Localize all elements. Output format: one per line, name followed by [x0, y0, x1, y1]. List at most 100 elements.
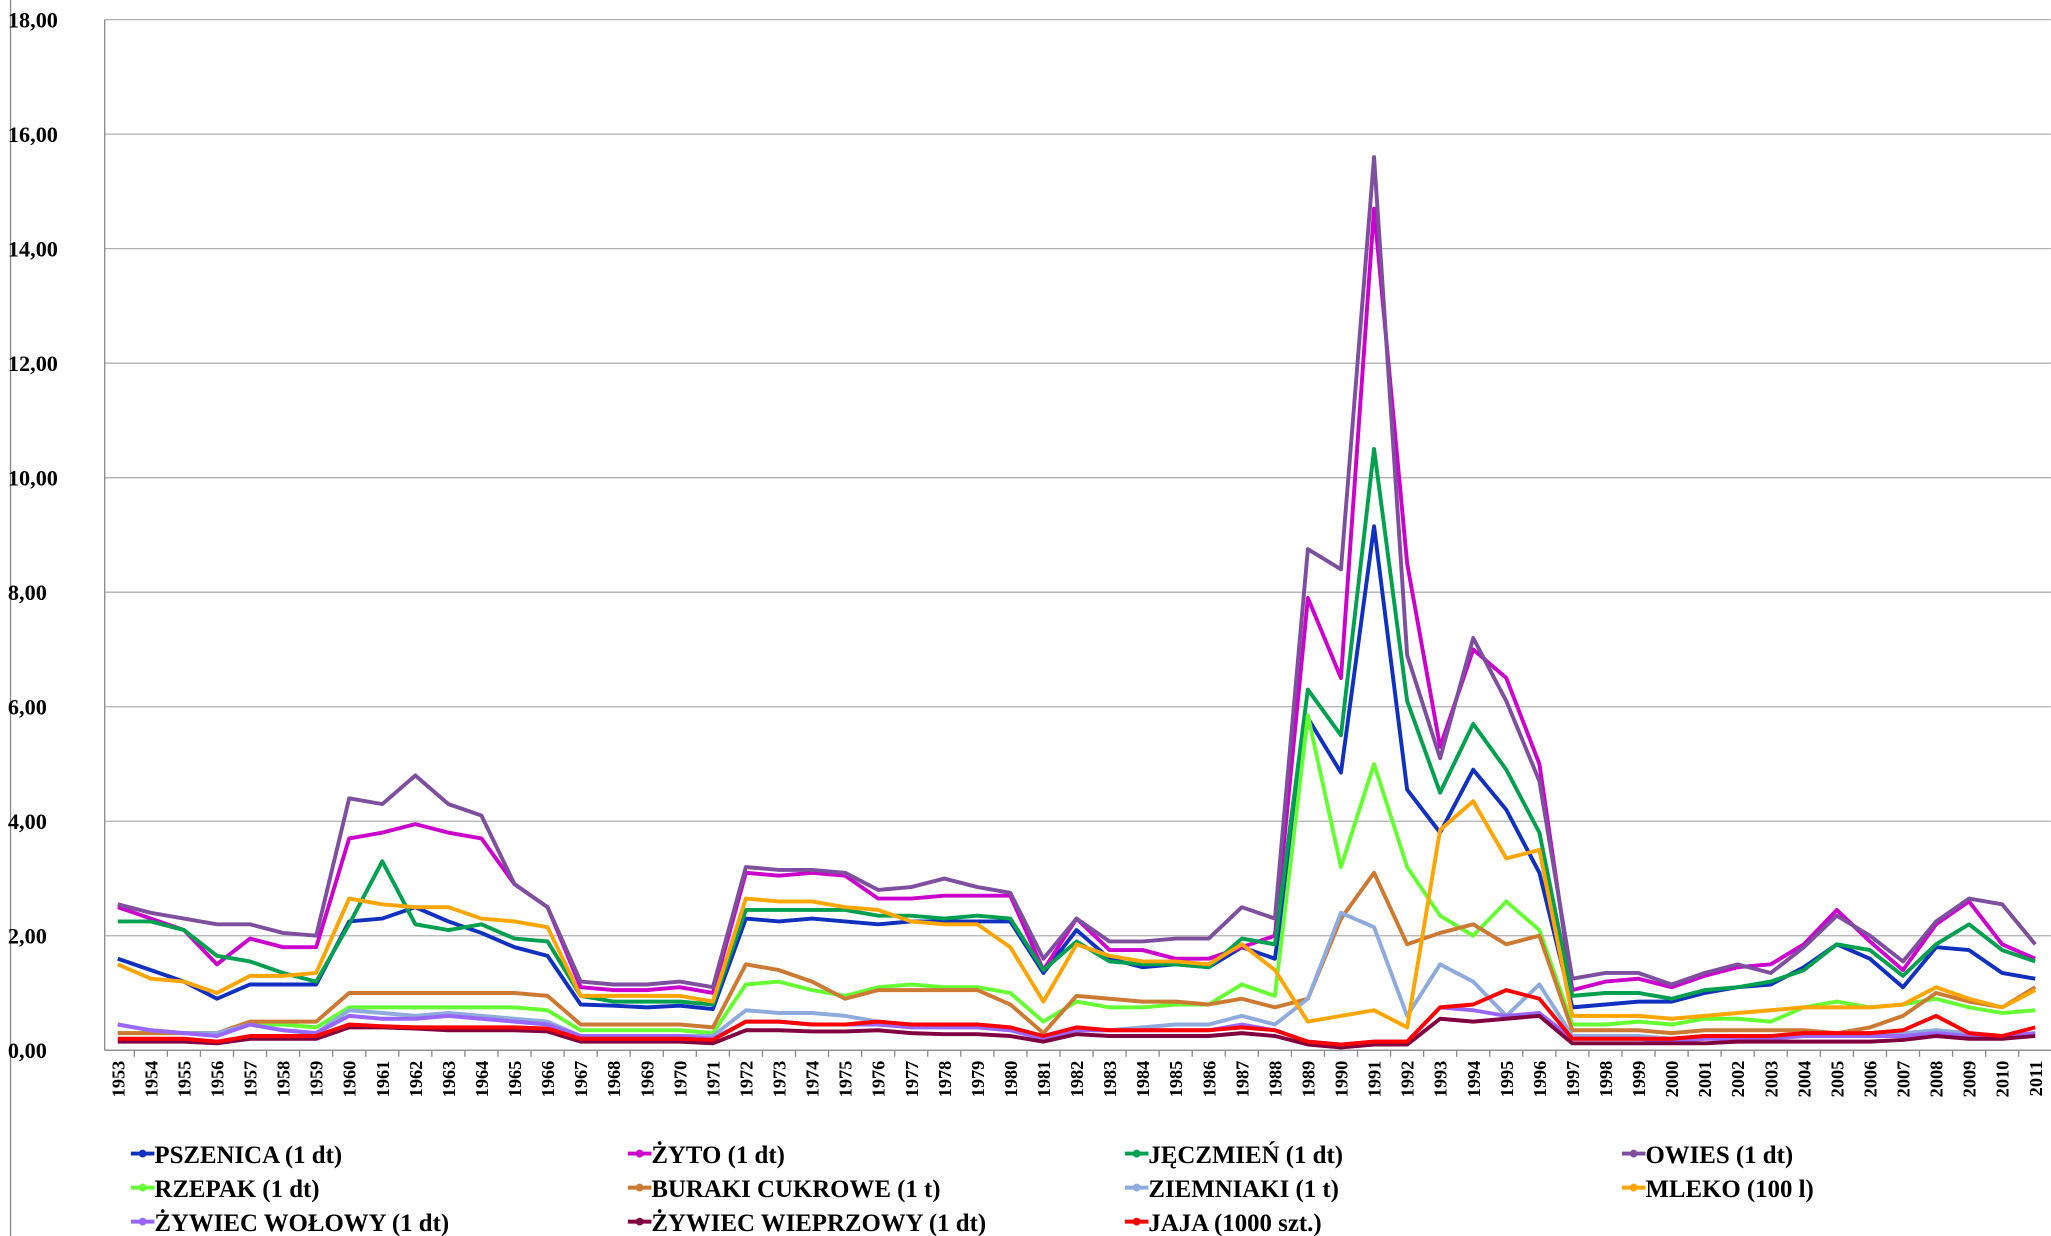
x-tick-label: 2004: [1794, 1061, 1814, 1098]
legend-label: JAJA (1000 szt.): [1148, 1210, 1321, 1236]
x-tick-label: 2002: [1728, 1061, 1748, 1098]
x-tick-label: 1989: [1298, 1061, 1318, 1098]
legend-label: ŻYWIEC WOŁOWY (1 dt): [154, 1209, 449, 1236]
x-tick-label: 2000: [1662, 1061, 1682, 1098]
x-tick-label: 1955: [174, 1061, 194, 1098]
legend-marker: [138, 1149, 147, 1158]
x-tick-label: 1962: [406, 1061, 426, 1098]
y-tick-label: 10,00: [8, 466, 58, 491]
x-tick-label: 2001: [1695, 1061, 1715, 1098]
x-tick-label: 1971: [703, 1061, 723, 1098]
x-tick-label: 1957: [241, 1061, 261, 1098]
x-tick-label: 1991: [1365, 1061, 1385, 1098]
legend-marker: [635, 1217, 644, 1226]
x-tick-label: 1966: [538, 1061, 558, 1098]
x-tick-label: 1963: [439, 1061, 459, 1098]
legend-marker: [635, 1149, 644, 1158]
x-tick-label: 2008: [1927, 1061, 1947, 1098]
x-tick-label: 2011: [2026, 1061, 2046, 1097]
legend-marker: [138, 1183, 147, 1192]
series-line: [117, 870, 2037, 1036]
x-tick-label: 1997: [1563, 1061, 1583, 1098]
x-tick-label: 1956: [208, 1061, 228, 1098]
x-tick-label: 1973: [770, 1061, 790, 1098]
x-tick-label: 1993: [1431, 1061, 1451, 1098]
series-line: [117, 524, 2036, 1012]
x-tick-label: 1959: [307, 1061, 327, 1098]
y-tick-label: 2,00: [8, 924, 47, 949]
series-line: [117, 799, 2037, 1030]
x-tick-label: 1965: [505, 1061, 525, 1098]
legend-marker: [1132, 1217, 1141, 1226]
x-tick-label: 1996: [1530, 1061, 1550, 1098]
x-tick-label: 2006: [1860, 1061, 1880, 1098]
x-tick-label: 1969: [637, 1061, 657, 1098]
legend-label: PSZENICA (1 dt): [154, 1142, 342, 1169]
x-tick-label: 1964: [472, 1061, 492, 1098]
x-tick-label: 1994: [1464, 1061, 1484, 1098]
x-tick-label: 1987: [1232, 1061, 1252, 1098]
legend-label: ŻYWIEC WIEPRZOWY (1 dt): [651, 1209, 986, 1236]
x-tick-label: 1995: [1497, 1061, 1517, 1098]
x-tick-label: 1988: [1265, 1061, 1285, 1098]
x-tick-label: 2009: [1960, 1061, 1980, 1098]
series-line: [117, 1013, 2036, 1050]
x-tick-label: 1970: [670, 1061, 690, 1098]
legend-label: MLEKO (100 l): [1645, 1176, 1813, 1203]
y-tick-label: 14,00: [8, 237, 58, 262]
legend-marker: [1132, 1183, 1141, 1192]
legend-marker: [1629, 1183, 1638, 1192]
series-line: [117, 713, 2036, 1036]
x-tick-label: 1981: [1034, 1061, 1054, 1098]
x-tick-label: 1984: [1133, 1061, 1153, 1098]
y-tick-label: 0,00: [8, 1038, 47, 1063]
x-tick-label: 1961: [373, 1061, 393, 1098]
series-line: [117, 988, 2036, 1047]
legend-marker: [635, 1183, 644, 1192]
x-tick-label: 1983: [1100, 1061, 1120, 1098]
x-tick-label: 1980: [1001, 1061, 1021, 1098]
legend-marker: [138, 1217, 147, 1226]
x-tick-label: 1968: [604, 1061, 624, 1098]
legend-label: ŻYTO (1 dt): [651, 1141, 784, 1169]
x-tick-label: 2005: [1827, 1061, 1847, 1098]
y-tick-label: 6,00: [8, 695, 47, 720]
x-tick-label: 2007: [1894, 1061, 1914, 1098]
x-tick-label: 1975: [836, 1061, 856, 1098]
x-tick-label: 1999: [1629, 1061, 1649, 1098]
legend-label: BURAKI CUKROWE (1 t): [651, 1176, 940, 1203]
x-tick-label: 1979: [968, 1061, 988, 1098]
x-tick-label: 1986: [1199, 1061, 1219, 1098]
x-tick-label: 1958: [274, 1061, 294, 1098]
legend-label: JĘCZMIEŃ (1 dt): [1148, 1141, 1343, 1169]
series-line: [117, 155, 2037, 990]
y-tick-label: 8,00: [8, 580, 47, 605]
x-tick-label: 1953: [108, 1061, 128, 1098]
x-tick-label: 2010: [1993, 1061, 2013, 1098]
series-line: [117, 447, 2036, 1007]
series-line: [117, 1005, 2036, 1047]
x-tick-label: 1977: [902, 1061, 922, 1098]
x-tick-label: 1985: [1166, 1061, 1186, 1098]
series-line: [117, 206, 2037, 995]
legend-label: OWIES (1 dt): [1645, 1142, 1793, 1169]
legend-label: RZEPAK (1 dt): [154, 1176, 319, 1203]
x-tick-label: 1954: [141, 1061, 161, 1098]
x-tick-label: 1990: [1332, 1061, 1352, 1098]
x-tick-label: 1998: [1596, 1061, 1616, 1098]
y-tick-label: 4,00: [8, 809, 47, 834]
legend-label: ZIEMNIAKI (1 t): [1148, 1176, 1338, 1203]
legend-marker: [1132, 1149, 1141, 1158]
x-tick-label: 1960: [340, 1061, 360, 1098]
y-tick-label: 12,00: [8, 351, 58, 376]
x-tick-label: 1976: [869, 1061, 889, 1098]
x-tick-label: 2003: [1761, 1061, 1781, 1098]
x-tick-label: 1992: [1398, 1061, 1418, 1098]
legend-marker: [1629, 1149, 1638, 1158]
x-tick-label: 1978: [935, 1061, 955, 1098]
y-tick-label: 18,00: [8, 7, 58, 32]
x-tick-label: 1972: [736, 1061, 756, 1098]
x-tick-label: 1982: [1067, 1061, 1087, 1098]
x-tick-label: 1967: [571, 1061, 591, 1098]
